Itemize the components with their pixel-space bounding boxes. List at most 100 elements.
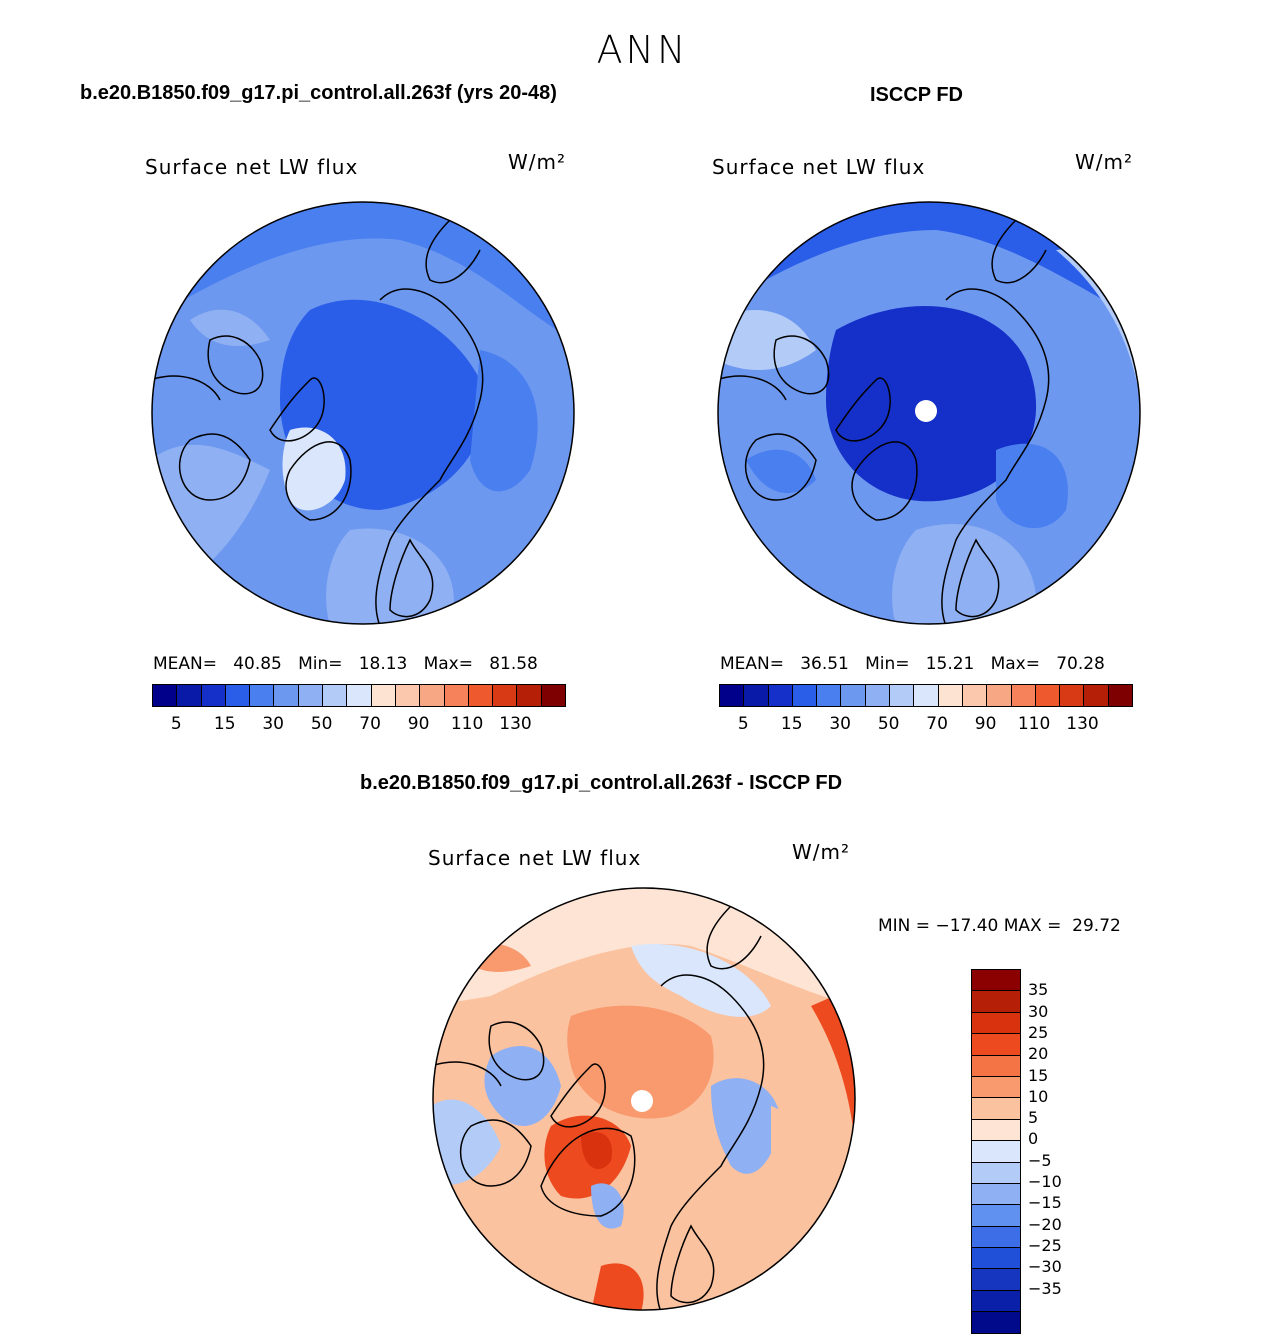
colorbar-swatch (841, 685, 866, 706)
colorbar-swatch (744, 685, 769, 706)
colorbar-tick-label: 110 (450, 714, 484, 734)
colorbar-swatch (250, 685, 275, 706)
panel-2-colorbar (719, 684, 1133, 707)
colorbar-swatch (914, 685, 939, 706)
colorbar-tick-label: −20 (1028, 1214, 1062, 1234)
panel-2-units: W/m² (1075, 150, 1134, 174)
panel-1-colorbar-ticks: 5 15 30 50 70 90 110 130 (152, 714, 564, 736)
colorbar-tick-label: 90 (407, 714, 430, 734)
colorbar-swatch (201, 685, 226, 706)
colorbar-swatch (323, 685, 348, 706)
colorbar-swatch (972, 1248, 1020, 1270)
colorbar-swatch (972, 1119, 1020, 1142)
colorbar-swatch (768, 685, 793, 706)
colorbar-swatch (1060, 685, 1085, 706)
colorbar-tick-label: 5 (737, 714, 749, 734)
colorbar-swatch (493, 685, 518, 706)
diff-variable-title: Surface net LW flux (428, 846, 642, 870)
panel-1-stats: MEAN= 40.85 Min= 18.13 Max= 81.58 (153, 654, 538, 674)
panel-1-polar-map (151, 201, 575, 625)
colorbar-tick-label: 30 (262, 714, 284, 734)
colorbar-tick-label: 30 (1028, 1001, 1049, 1021)
colorbar-swatch (1035, 685, 1061, 706)
colorbar-swatch (177, 685, 202, 706)
colorbar-swatch (972, 1183, 1020, 1206)
colorbar-swatch (972, 1162, 1020, 1184)
colorbar-swatch (972, 1290, 1020, 1313)
panel-1-variable-title: Surface net LW flux (145, 155, 359, 179)
colorbar-tick-label: 20 (1028, 1044, 1049, 1064)
colorbar-swatch (972, 1076, 1020, 1099)
panel-1-colorbar (152, 684, 566, 707)
colorbar-swatch (972, 970, 1020, 992)
colorbar-tick-label: −25 (1028, 1235, 1062, 1255)
colorbar-swatch (972, 1141, 1020, 1163)
colorbar-tick-label: 0 (1028, 1129, 1039, 1149)
panel-2-colorbar-ticks: 5 15 30 50 70 90 110 130 (719, 714, 1131, 736)
colorbar-swatch (298, 685, 324, 706)
colorbar-swatch (517, 685, 542, 706)
colorbar-swatch (420, 685, 445, 706)
colorbar-tick-label: 5 (170, 714, 182, 734)
colorbar-swatch (468, 685, 494, 706)
colorbar-tick-label: 35 (1028, 980, 1049, 1000)
colorbar-tick-label: 15 (213, 714, 236, 734)
colorbar-swatch (1011, 685, 1036, 706)
colorbar-swatch (817, 685, 842, 706)
colorbar-swatch (371, 685, 396, 706)
colorbar-tick-label: 15 (780, 714, 803, 734)
colorbar-tick-label: 30 (829, 714, 851, 734)
colorbar-tick-label: 50 (310, 714, 333, 734)
colorbar-tick-label: 10 (1028, 1086, 1049, 1106)
diff-units: W/m² (792, 840, 851, 864)
panel-2-variable-title: Surface net LW flux (712, 155, 926, 179)
panel-1-units: W/m² (508, 150, 567, 174)
diff-polar-map (432, 887, 856, 1311)
colorbar-swatch (972, 1055, 1020, 1077)
colorbar-swatch (1084, 685, 1109, 706)
colorbar-tick-label: 130 (499, 714, 532, 734)
main-title: ANN (596, 28, 689, 72)
colorbar-tick-label: −15 (1028, 1193, 1062, 1213)
colorbar-tick-label: 70 (926, 714, 948, 734)
diff-colorbar-ticks: 35 30 25 20 15 10 5 0 −5 −10 −15 −20 −25 −30 −35 (1028, 969, 1088, 1319)
colorbar-swatch (972, 1205, 1020, 1227)
diff-colorbar (971, 969, 1021, 1334)
colorbar-tick-label: 130 (1066, 714, 1099, 734)
colorbar-tick-label: −30 (1028, 1257, 1062, 1277)
colorbar-swatch (987, 685, 1012, 706)
colorbar-tick-label: 90 (974, 714, 997, 734)
colorbar-tick-label: 25 (1028, 1022, 1049, 1042)
colorbar-swatch (865, 685, 891, 706)
panel-1-case-title: b.e20.B1850.f09_g17.pi_control.all.263f … (80, 82, 557, 104)
diff-case-title: b.e20.B1850.f09_g17.pi_control.all.263f … (360, 772, 843, 794)
colorbar-swatch (792, 685, 818, 706)
colorbar-tick-label: −35 (1028, 1278, 1062, 1298)
colorbar-swatch (153, 685, 178, 706)
colorbar-swatch (1108, 685, 1133, 706)
colorbar-swatch (972, 1269, 1020, 1291)
colorbar-tick-label: −5 (1028, 1150, 1052, 1170)
colorbar-tick-label: 70 (359, 714, 381, 734)
panel-2-stats: MEAN= 36.51 Min= 15.21 Max= 70.28 (720, 654, 1105, 674)
colorbar-swatch (444, 685, 469, 706)
colorbar-swatch (972, 1312, 1020, 1333)
colorbar-swatch (720, 685, 745, 706)
colorbar-swatch (972, 1034, 1020, 1056)
diff-stats: MIN = −17.40 MAX = 29.72 (878, 916, 1121, 936)
colorbar-swatch (890, 685, 915, 706)
panel-2-case-title: ISCCP FD (870, 84, 963, 106)
colorbar-tick-label: 110 (1017, 714, 1051, 734)
colorbar-swatch (972, 1226, 1020, 1249)
colorbar-swatch (972, 1012, 1020, 1035)
colorbar-swatch (972, 1098, 1020, 1120)
colorbar-swatch (274, 685, 299, 706)
colorbar-tick-label: 15 (1028, 1065, 1049, 1085)
colorbar-swatch (541, 685, 566, 706)
colorbar-tick-label: 50 (877, 714, 900, 734)
colorbar-tick-label: −10 (1028, 1172, 1062, 1191)
colorbar-swatch (972, 991, 1020, 1013)
panel-2-polar-map (717, 201, 1141, 625)
colorbar-swatch (225, 685, 251, 706)
colorbar-swatch (962, 685, 988, 706)
